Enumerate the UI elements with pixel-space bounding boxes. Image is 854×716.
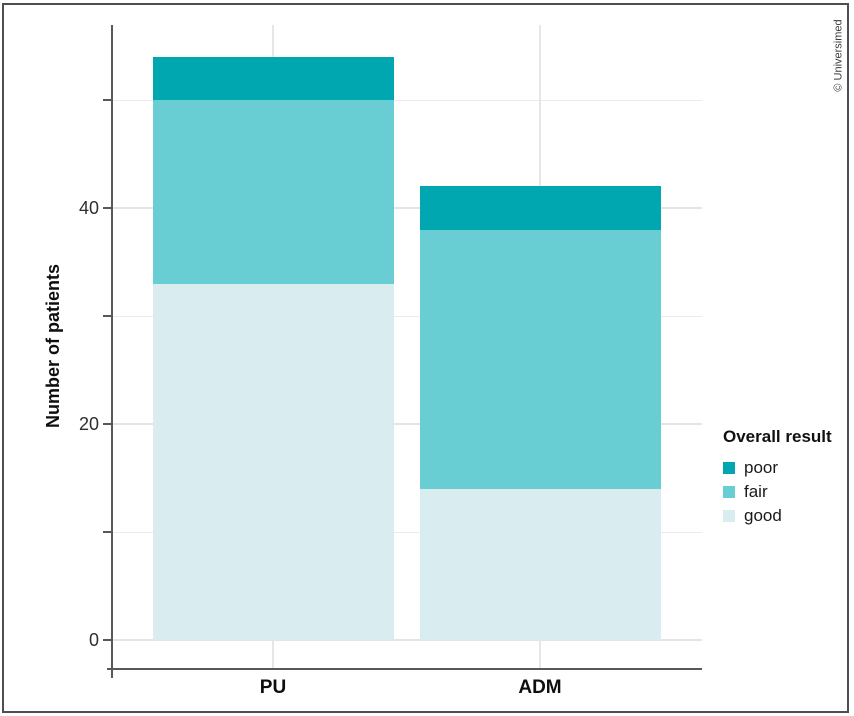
legend-label-good: good	[744, 506, 782, 525]
legend-swatch-poor-icon	[723, 462, 735, 474]
y-tick-10	[103, 531, 112, 533]
y-gridline-40	[113, 207, 702, 209]
bar-segment-ADM-fair	[419, 229, 661, 489]
legend: Overall result poor fair good	[723, 427, 832, 528]
y-gridline-30	[113, 315, 702, 317]
x-axis-line	[107, 668, 702, 670]
x-category-label-PU: PU	[259, 677, 287, 698]
y-tick-label-20: 20	[78, 414, 99, 434]
y-gridline-20	[113, 423, 702, 425]
y-tick-label-0: 0	[88, 630, 99, 650]
y-tick-0	[103, 639, 112, 641]
legend-item-poor: poor	[723, 456, 832, 480]
bar-segment-PU-good	[152, 283, 394, 640]
y-gridline-0	[113, 639, 702, 641]
legend-label-fair: fair	[744, 482, 768, 501]
y-tick-40	[103, 207, 112, 209]
y-gridline-50	[113, 99, 702, 101]
legend-swatch-good-icon	[723, 510, 735, 522]
x-category-label-ADM: ADM	[518, 677, 562, 698]
y-axis-title: Number of patients	[43, 263, 63, 428]
bar-segment-ADM-poor	[419, 186, 661, 230]
bar-segment-ADM-good	[419, 488, 661, 640]
legend-title: Overall result	[723, 427, 832, 446]
legend-swatch-fair-icon	[723, 486, 735, 498]
legend-items: poor fair good	[723, 456, 832, 528]
plot-panel	[113, 25, 702, 669]
bar-segment-PU-fair	[152, 99, 394, 284]
legend-item-good: good	[723, 504, 832, 528]
y-tick-label-40: 40	[78, 198, 99, 218]
bar-ADM	[419, 186, 661, 640]
legend-item-fair: fair	[723, 480, 832, 504]
y-tick-50	[103, 99, 112, 101]
y-gridline-10	[113, 531, 702, 533]
copyright-credit: © Universimed	[832, 19, 845, 92]
y-tick-30	[103, 315, 112, 317]
bar-segment-PU-poor	[152, 56, 394, 100]
legend-label-poor: poor	[744, 458, 779, 477]
y-axis-line	[111, 25, 113, 678]
bar-PU	[152, 56, 394, 640]
y-tick-20	[103, 423, 112, 425]
